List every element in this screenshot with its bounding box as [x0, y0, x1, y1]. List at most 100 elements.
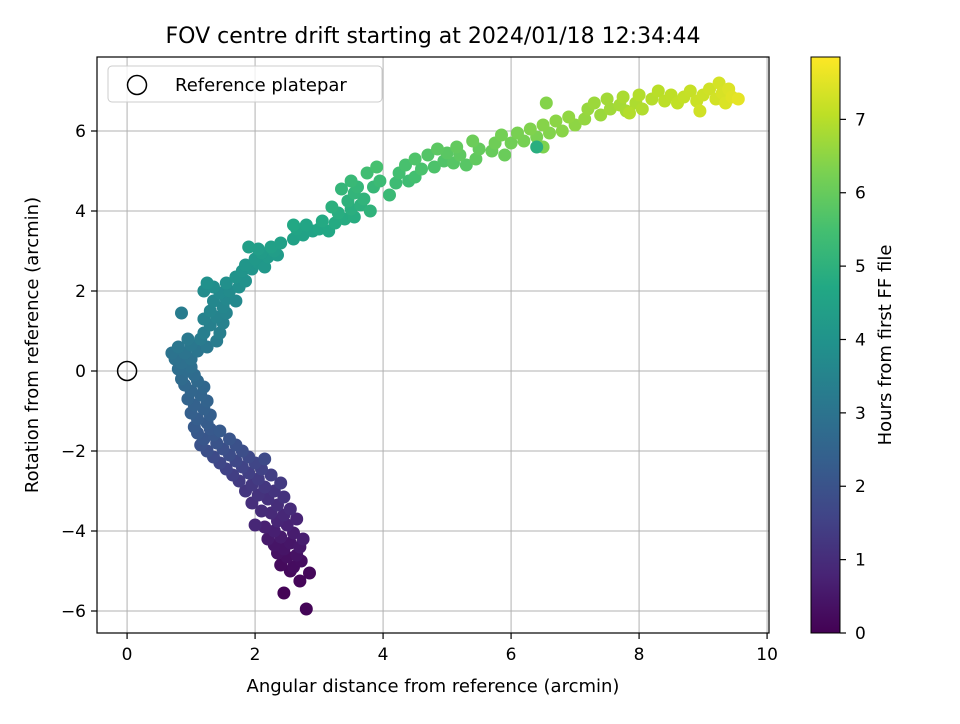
scatter-point	[239, 258, 252, 272]
colorbar-tick-label: 7	[855, 110, 866, 130]
scatter-point	[370, 160, 384, 174]
scatter-point	[299, 602, 313, 616]
scatter-point	[562, 110, 576, 124]
legend: Reference platepar	[107, 65, 383, 103]
reference-platepar-marker	[116, 360, 138, 382]
scatter-point	[712, 76, 726, 90]
y-tick-label: −2	[61, 442, 86, 462]
scatter-point	[213, 326, 227, 340]
scatter-point	[344, 174, 358, 188]
scatter-point	[223, 432, 236, 446]
scatter-point	[495, 128, 508, 142]
scatter-point	[274, 236, 288, 250]
scatter-point	[181, 332, 195, 346]
colorbar-tick-label: 4	[855, 330, 866, 350]
scatter-point	[459, 158, 473, 172]
x-tick-label: 0	[122, 645, 133, 665]
scatter-point	[277, 490, 291, 504]
scatter-point	[171, 340, 185, 354]
y-tick-label: −4	[61, 522, 86, 542]
scatter-point	[229, 294, 243, 308]
scatter-point	[242, 240, 256, 254]
scatter-point	[651, 84, 665, 98]
x-tick-label: 4	[378, 645, 389, 665]
scatter-point	[498, 148, 512, 162]
scatter-point	[511, 126, 524, 140]
scatter-point	[213, 424, 227, 438]
scatter-point	[616, 90, 630, 104]
reference-marker-layer	[116, 360, 138, 382]
scatter-point	[363, 204, 377, 218]
y-axis-ticks: −6 −4 −2 0 2 4 6	[61, 122, 97, 622]
x-tick-label: 2	[250, 645, 261, 665]
scatter-point	[248, 518, 262, 532]
colorbar-tick-label: 2	[855, 477, 866, 497]
scatter-point	[383, 188, 396, 202]
scatter-point	[357, 192, 371, 206]
scatter-point	[277, 586, 291, 600]
scatter-point	[283, 502, 297, 516]
scatter-point	[293, 574, 307, 588]
y-tick-label: 2	[75, 282, 86, 302]
scatter-point	[421, 148, 435, 162]
x-tick-label: 10	[756, 645, 778, 665]
scatter-point	[731, 92, 745, 106]
scatter-point	[600, 92, 614, 106]
legend-reference-marker	[126, 74, 148, 96]
x-axis-ticks: 0 2 4 6 8 10	[122, 633, 778, 665]
scatter-point	[530, 140, 544, 154]
scatter-point	[290, 512, 304, 526]
scatter-point	[427, 160, 441, 174]
scatter-point	[360, 166, 374, 180]
colorbar-tick-label: 6	[855, 184, 866, 204]
chart-title: FOV centre drift starting at 2024/01/18 …	[166, 24, 701, 49]
scatter-point	[587, 96, 601, 110]
colorbar-tick-label: 3	[855, 404, 866, 424]
legend-box	[107, 65, 383, 103]
scatter-point	[373, 174, 387, 188]
colorbar-tick-label: 1	[855, 551, 866, 571]
y-tick-label: −6	[61, 602, 86, 622]
scatter-point	[539, 96, 553, 110]
scatter-point	[315, 214, 329, 228]
x-tick-label: 8	[634, 645, 645, 665]
y-axis-label: Rotation from reference (arcmin)	[22, 197, 43, 493]
scatter-point	[549, 114, 563, 128]
data-points	[165, 76, 745, 616]
scatter-point	[683, 84, 697, 98]
colorbar-tick-label: 0	[855, 624, 866, 644]
scatter-point	[408, 152, 422, 166]
scatter-point	[219, 276, 233, 290]
y-tick-label: 0	[75, 362, 86, 382]
colorbar-label: Hours from first FF file	[875, 245, 896, 446]
colorbar-gradient	[810, 56, 841, 634]
scatter-point	[175, 306, 188, 320]
scatter-point	[255, 504, 268, 518]
scatter-point	[466, 134, 480, 148]
legend-label: Reference platepar	[175, 75, 347, 96]
scatter-point	[504, 136, 518, 150]
scatter-point	[431, 142, 444, 156]
scatter-point	[703, 82, 716, 96]
scatter-point	[578, 112, 592, 126]
scatter-point	[335, 182, 348, 196]
scatter-point	[287, 218, 300, 232]
scatter-point	[469, 152, 483, 166]
scatter-point	[632, 88, 646, 102]
scatter-point	[399, 158, 412, 172]
scatter-point	[450, 140, 464, 154]
scatter-point	[415, 162, 428, 176]
scatter-point	[325, 200, 339, 214]
x-tick-label: 6	[506, 645, 517, 665]
y-tick-label: 4	[75, 202, 86, 222]
x-axis-label: Angular distance from reference (arcmin)	[247, 676, 620, 697]
scatter-point	[536, 118, 550, 132]
scatter-point	[303, 566, 316, 580]
scatter-point	[274, 476, 288, 490]
scatter-point	[203, 304, 217, 318]
colorbar: 0 1 2 3 4 5 6 7 Hours from first FF file	[810, 56, 896, 644]
scatter-point	[258, 260, 272, 274]
colorbar-tick-label: 5	[855, 257, 866, 277]
